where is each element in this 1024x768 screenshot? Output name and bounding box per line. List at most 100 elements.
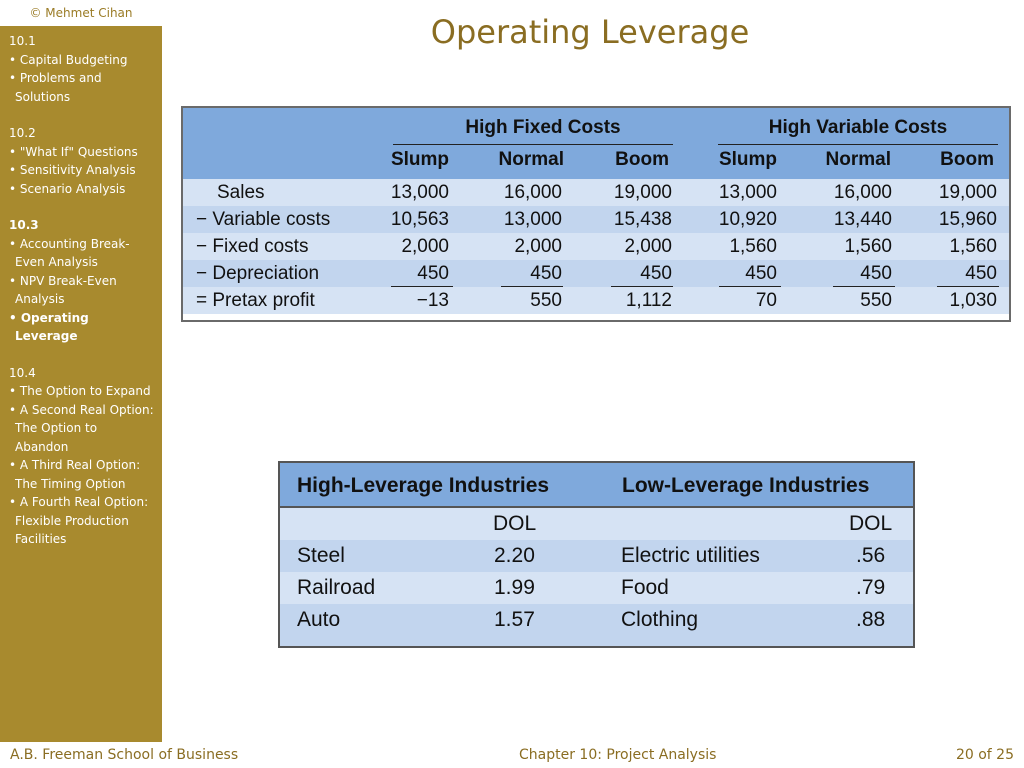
col-header-boom: Boom [940, 149, 994, 170]
footer-chapter: Chapter 10: Project Analysis [519, 747, 717, 763]
col-header-boom: Boom [615, 149, 669, 170]
table-cell: 2,000 [401, 236, 449, 257]
sidebar-item-capital-budgeting[interactable]: • Capital Budgeting [9, 52, 128, 67]
table-cell: 70 [755, 290, 777, 311]
industry-name: Auto [297, 608, 341, 631]
table-row: DOL DOL [280, 508, 913, 540]
dol-value: 1.57 [494, 608, 535, 631]
dol-value: .88 [856, 608, 886, 631]
table-cell: 450 [530, 263, 562, 284]
table-cell: 450 [965, 263, 997, 284]
industry-name: Electric utilities [621, 544, 760, 567]
footer-school: A.B. Freeman School of Business [10, 747, 239, 763]
row-label: = Pretax profit [196, 290, 315, 311]
sidebar-item-option-expand[interactable]: • The Option to Expand [9, 384, 151, 398]
sidebar-section-10-2: 10.2 • "What If" Questions • Sensitivity… [9, 124, 154, 198]
table-row: − Variable costs 10,563 13,000 15,438 10… [183, 206, 1009, 233]
dol-value: .79 [856, 576, 886, 599]
sidebar-item-sensitivity[interactable]: • Sensitivity Analysis [9, 163, 136, 177]
sidebar-section-10-4: 10.4 • The Option to Expand • A Second R… [9, 364, 154, 549]
industry-name: Food [621, 576, 669, 599]
dol-value: 2.20 [494, 544, 535, 567]
industry-dol-table: High-Leverage Industries Low-Leverage In… [278, 461, 915, 648]
sidebar-item-problems-solutions[interactable]: • Problems and Solutions [9, 71, 102, 104]
table-cell: 1,112 [625, 290, 672, 311]
table-cell: 13,000 [718, 182, 777, 203]
table-cell: 16,000 [833, 182, 892, 203]
col-header-slump: Slump [718, 149, 777, 170]
table-cell: 450 [417, 263, 449, 284]
table-row: Railroad 1.99 Food .79 [280, 572, 913, 604]
table-row: Steel 2.20 Electric utilities .56 [280, 540, 913, 572]
table-cell: 13,000 [503, 209, 562, 230]
footer-page-number: 20 of 25 [955, 747, 1014, 763]
table-cell: 13,000 [390, 182, 449, 203]
table-cell: 450 [860, 263, 892, 284]
dol-header: DOL [493, 512, 537, 535]
table-cell: 13,440 [833, 209, 892, 230]
section-number: 10.1 [9, 34, 36, 48]
table-cell: 2,000 [514, 236, 562, 257]
table-cell: 1,560 [729, 236, 777, 257]
group-header-rule [393, 144, 673, 145]
row-label: − Depreciation [196, 263, 320, 284]
group-header-high-fixed: High Fixed Costs [465, 117, 621, 138]
sum-underline [501, 286, 563, 287]
header-high-leverage: High-Leverage Industries [297, 474, 550, 497]
col-header-normal: Normal [498, 149, 564, 170]
table-cell: 19,000 [613, 182, 672, 203]
sum-underline [833, 286, 895, 287]
table-row: − Fixed costs 2,000 2,000 2,000 1,560 1,… [183, 233, 1009, 260]
dol-value: 1.99 [494, 576, 535, 599]
row-label: − Variable costs [196, 209, 331, 230]
section-number: 10.2 [9, 126, 36, 140]
copyright-notice: © Mehmet Cihan [29, 6, 133, 20]
sum-underline [391, 286, 453, 287]
table-cell: 10,563 [390, 209, 449, 230]
sidebar-section-10-1: 10.1 • Capital Budgeting • Problems and … [9, 32, 154, 106]
table-cell: 450 [745, 263, 777, 284]
section-number: 10.4 [9, 365, 36, 380]
header-low-leverage: Low-Leverage Industries [622, 474, 870, 497]
table-cell: 1,560 [844, 236, 892, 257]
row-label: Sales [217, 182, 265, 203]
sidebar-item-flexible-production[interactable]: • A Fourth Real Option: Flexible Product… [9, 495, 149, 546]
dol-value: .56 [856, 544, 886, 567]
sidebar-item-what-if[interactable]: • "What If" Questions [9, 144, 138, 159]
group-header-high-variable: High Variable Costs [768, 117, 948, 138]
table-cell: 1,030 [949, 290, 997, 311]
table-header: High-Leverage Industries Low-Leverage In… [280, 463, 913, 508]
table-cell: 1,560 [949, 236, 997, 257]
table-cell: 2,000 [624, 236, 672, 257]
sidebar-item-timing-option[interactable]: • A Third Real Option: The Timing Option [9, 458, 141, 491]
sum-underline [937, 286, 999, 287]
sidebar-item-accounting-break-even[interactable]: • Accounting Break-Even Analysis [9, 236, 130, 270]
col-header-normal: Normal [825, 149, 891, 170]
col-header-slump: Slump [390, 149, 449, 170]
sidebar-item-npv-break-even[interactable]: • NPV Break-Even Analysis [9, 273, 117, 307]
table-cell: 19,000 [938, 182, 997, 203]
table-header: High Fixed Costs High Variable Costs Slu… [183, 108, 1009, 179]
table-cell: 550 [530, 290, 562, 311]
sidebar-item-scenario[interactable]: • Scenario Analysis [9, 181, 126, 196]
table-cell: 15,960 [938, 209, 997, 230]
table-row: − Depreciation 450 450 450 450 450 450 [183, 260, 1009, 287]
table-cell: −13 [416, 290, 449, 311]
sidebar-section-10-3: 10.3 • Accounting Break-Even Analysis • … [9, 216, 154, 346]
table-cell: 15,438 [613, 209, 672, 230]
table-row: Sales 13,000 16,000 19,000 13,000 16,000… [183, 179, 1009, 206]
table-row: = Pretax profit −13 550 1,112 70 550 1,0… [183, 287, 1009, 314]
table-cell: 450 [640, 263, 672, 284]
industry-name: Railroad [297, 576, 376, 599]
page-title: Operating Leverage [430, 13, 750, 51]
group-header-rule [718, 144, 998, 145]
industry-name: Clothing [621, 608, 699, 631]
cost-structure-table: High Fixed Costs High Variable Costs Slu… [181, 106, 1011, 322]
table-cell: 550 [860, 290, 892, 311]
sidebar-item-option-abandon[interactable]: • A Second Real Option: The Option to Ab… [9, 402, 154, 454]
row-label: − Fixed costs [196, 236, 309, 257]
sidebar-item-operating-leverage[interactable]: • Operating Leverage [9, 310, 89, 344]
sidebar-outline: 10.1 • Capital Budgeting • Problems and … [0, 26, 162, 742]
sum-underline [719, 286, 781, 287]
table-row: Auto 1.57 Clothing .88 [280, 604, 913, 646]
